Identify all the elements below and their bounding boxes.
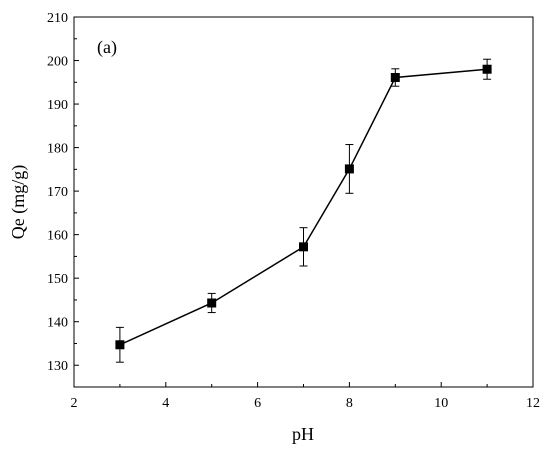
x-tick-label: 6 [254, 396, 261, 411]
x-tick-label: 2 [71, 396, 78, 411]
y-tick-label: 140 [47, 316, 68, 331]
x-tick-label: 12 [526, 396, 540, 411]
y-tick-label: 200 [47, 55, 68, 70]
series-layer [115, 58, 492, 363]
y-tick-label: 150 [47, 272, 68, 287]
y-tick-label: 210 [47, 11, 68, 26]
y-tick-label: 190 [47, 98, 68, 113]
plot-frame [73, 16, 534, 388]
x-tick-label: 8 [346, 396, 353, 411]
data-point [390, 73, 400, 83]
data-point [482, 64, 492, 74]
x-axis-title: pH [292, 424, 314, 444]
y-tick-label: 130 [47, 359, 68, 374]
data-point [115, 340, 125, 350]
panel-annotation: (a) [97, 37, 117, 58]
axis-ticks [73, 16, 534, 387]
data-point [344, 164, 354, 174]
y-tick-label: 160 [47, 229, 68, 244]
x-tick-label: 10 [434, 396, 448, 411]
data-point [207, 298, 217, 308]
series-line [119, 68, 488, 346]
axis-tick-labels: 2 4 6 8 10 12 130 140 150 160 170 180 190 200 210 [47, 11, 540, 411]
y-tick-label: 170 [47, 185, 68, 200]
data-point [299, 242, 308, 252]
y-axis-title: Qe (mg/g) [8, 165, 29, 239]
x-tick-label: 4 [162, 396, 169, 411]
y-tick-label: 180 [47, 142, 68, 157]
